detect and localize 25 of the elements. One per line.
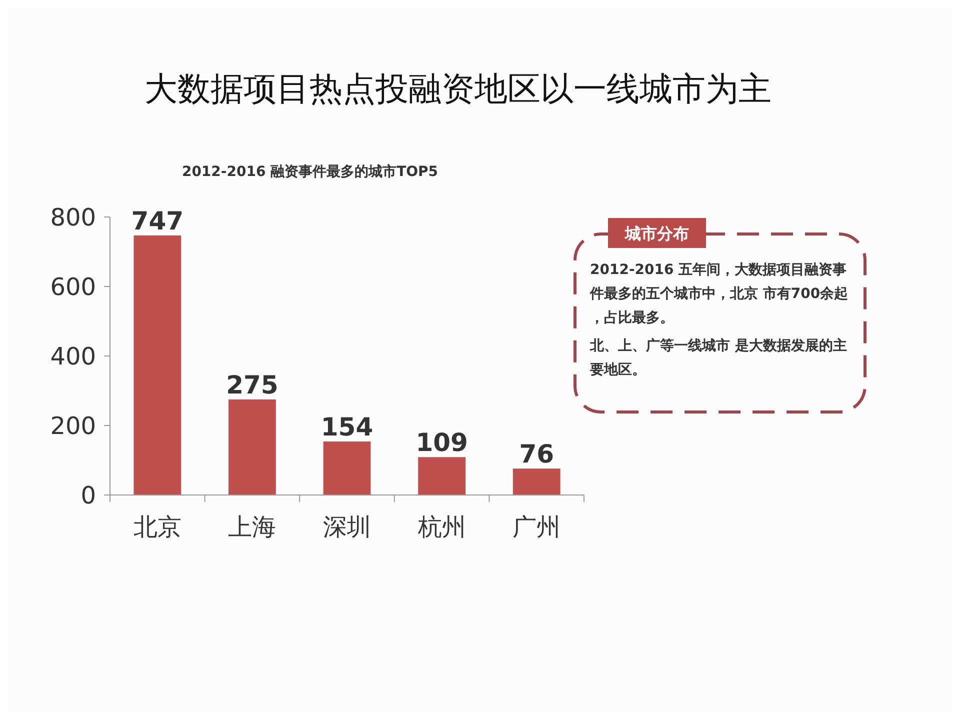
y-tick-label: 800 bbox=[50, 203, 96, 232]
x-tick-label: 上海 bbox=[228, 513, 276, 541]
x-tick-label: 杭州 bbox=[416, 513, 466, 541]
data-label: 275 bbox=[226, 370, 278, 400]
chart-subtitle: 2012-2016 融资事件最多的城市TOP5 bbox=[182, 163, 438, 180]
chart-title: 大数据项目热点投融资地区以一线城市为主 bbox=[144, 69, 772, 108]
bar bbox=[134, 235, 182, 495]
y-tick-label: 400 bbox=[50, 342, 96, 370]
bar bbox=[323, 441, 371, 495]
data-label: 747 bbox=[131, 206, 184, 236]
data-label: 154 bbox=[320, 412, 374, 442]
x-tick-label: 北京 bbox=[133, 513, 182, 541]
y-tick-label: 600 bbox=[50, 272, 96, 301]
y-tick-label: 200 bbox=[50, 412, 96, 440]
x-tick-label: 广州 bbox=[512, 513, 561, 541]
bar bbox=[228, 399, 276, 495]
text: 城市分布 bbox=[624, 224, 689, 243]
x-tick-label: 深圳 bbox=[323, 513, 371, 541]
data-label: 109 bbox=[416, 428, 468, 458]
data-label: 76 bbox=[519, 440, 554, 469]
bar bbox=[418, 457, 466, 495]
text: 2012-2016 五年间，大数据项目融资事件最多的五个城市中，北京 市有700余起，占比最多。 bbox=[589, 262, 848, 326]
text: 北、上、广等一线城市 是大数据发展的主要地区。 bbox=[589, 337, 847, 378]
bar bbox=[512, 468, 560, 495]
y-tick-label: 0 bbox=[80, 481, 96, 510]
